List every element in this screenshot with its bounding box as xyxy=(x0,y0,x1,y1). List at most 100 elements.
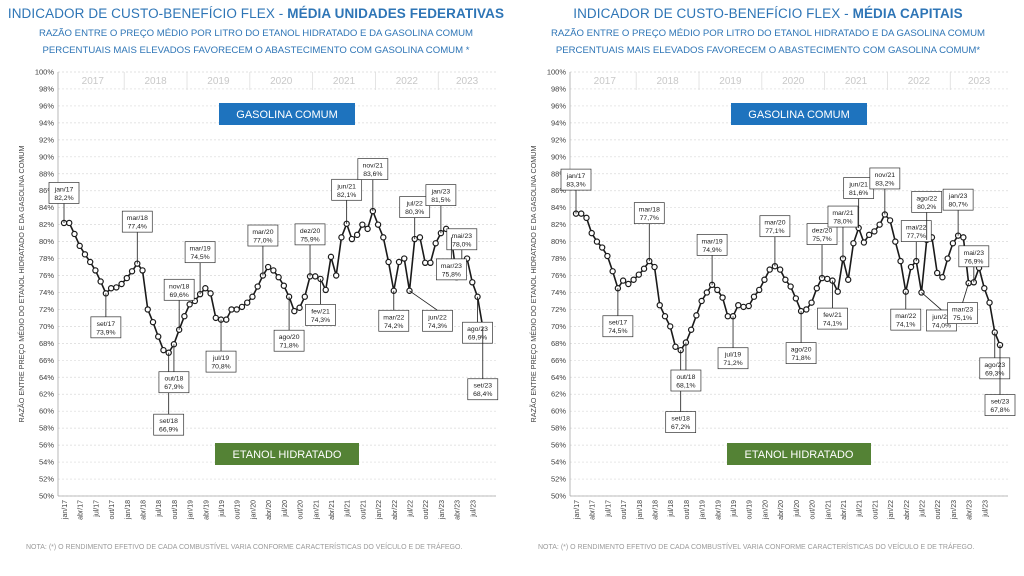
callout-date: out/18 xyxy=(164,376,183,383)
x-tick-label: out/18 xyxy=(684,500,691,520)
callout-box xyxy=(696,233,728,256)
y-tick-label: 74% xyxy=(551,288,566,297)
data-point xyxy=(735,301,742,309)
y-tick-label: 52% xyxy=(551,475,566,484)
x-tick-label: out/22 xyxy=(423,500,430,520)
x-tick-label: jan/17 xyxy=(574,500,581,520)
data-point xyxy=(625,280,632,288)
callout-value: 69,3% xyxy=(985,370,1004,377)
data-point xyxy=(401,255,408,262)
x-tick-label: out/17 xyxy=(109,500,116,520)
etanol-label: ETANOL HIDRATADO xyxy=(233,449,342,461)
data-point xyxy=(787,283,794,290)
data-point xyxy=(939,274,946,281)
y-tick-label: 78% xyxy=(551,254,566,263)
data-point xyxy=(380,234,387,241)
y-axis-title: RAZÃO ENTRE PREÇO MÉDIO DO ETANOL HIDRAT… xyxy=(17,146,26,423)
callout-leader xyxy=(409,290,438,311)
x-tick-label: abr/23 xyxy=(967,500,974,520)
y-tick-label: 94% xyxy=(551,118,566,127)
callout-value: 69,6% xyxy=(170,292,189,299)
x-tick-label: out/22 xyxy=(935,500,942,520)
callout-date: jul/19 xyxy=(724,352,741,359)
y-tick-label: 84% xyxy=(551,203,566,212)
y-tick-label: 68% xyxy=(39,339,54,348)
data-point xyxy=(118,280,125,288)
y-tick-label: 80% xyxy=(551,237,566,246)
callout-value: 67,8% xyxy=(990,407,1009,414)
year-label: 2020 xyxy=(782,76,805,87)
y-tick-label: 60% xyxy=(39,407,54,416)
callout-value: 77,0% xyxy=(253,238,272,245)
x-tick-label: jul/18 xyxy=(668,500,675,518)
data-point xyxy=(635,271,643,278)
callout-box xyxy=(869,167,901,190)
data-point xyxy=(275,274,282,281)
callout-date: mar/23 xyxy=(441,263,462,270)
data-point xyxy=(144,306,151,313)
callout-date: ago/23 xyxy=(984,362,1005,369)
data-point xyxy=(374,221,382,228)
callout-date: mai/23 xyxy=(452,233,473,240)
callout-date: mar/20 xyxy=(764,220,785,227)
data-point xyxy=(761,276,768,283)
year-label: 2023 xyxy=(968,76,991,87)
y-tick-label: 84% xyxy=(39,203,54,212)
data-point xyxy=(338,234,345,241)
callout-box xyxy=(759,215,791,238)
callout-box xyxy=(153,413,185,436)
callout-box xyxy=(785,342,817,364)
data-point xyxy=(249,293,256,300)
data-point xyxy=(604,252,611,260)
x-tick-label: jul/21 xyxy=(857,500,864,518)
y-tick-label: 50% xyxy=(551,492,566,501)
year-label: 2022 xyxy=(396,76,419,87)
callout-value: 81,5% xyxy=(431,197,450,204)
callout-date: dez/20 xyxy=(812,228,833,235)
callout-date: set/23 xyxy=(474,383,493,390)
callout-date: mar/22 xyxy=(383,314,404,321)
data-point xyxy=(181,313,188,320)
data-point xyxy=(71,230,78,238)
panel-ufs: INDICADOR DE CUSTO-BENEFÍCIO FLEX - MÉDI… xyxy=(8,6,504,551)
callout-value: 75,1% xyxy=(953,315,972,322)
data-point xyxy=(933,269,941,277)
chart-subtitle: RAZÃO ENTRE O PREÇO MÉDIO POR LITRO DO E… xyxy=(38,28,474,39)
line-chart: 2017 2018 2019 2020 2021 2022 2023 50% 52% 54% 56%… xyxy=(529,68,1016,520)
y-tick-label: 82% xyxy=(39,220,54,229)
callout-value: 83,3% xyxy=(566,182,585,189)
x-tick-label: abr/20 xyxy=(778,500,785,520)
chart-subtitle-2: PERCENTUAIS MAIS ELEVADOS FAVORECEM O AB… xyxy=(42,45,470,56)
callout-leader xyxy=(921,292,942,311)
data-point xyxy=(113,284,120,291)
y-tick-label: 86% xyxy=(551,186,566,195)
x-tick-label: out/20 xyxy=(810,500,817,520)
data-point xyxy=(107,285,115,292)
callout-date: ago/20 xyxy=(279,334,300,341)
data-point xyxy=(578,210,585,217)
data-point xyxy=(76,242,83,250)
callout-value: 80,2% xyxy=(917,204,936,211)
data-point xyxy=(640,265,648,272)
callout-box xyxy=(670,369,702,392)
data-point xyxy=(745,302,752,310)
data-point xyxy=(944,255,951,262)
data-point xyxy=(92,267,99,274)
data-point xyxy=(588,229,595,237)
data-point xyxy=(348,235,356,243)
x-tick-label: abr/22 xyxy=(904,500,911,520)
year-label: 2017 xyxy=(82,76,105,87)
callout-date: jan/17 xyxy=(54,186,74,193)
callout-date: mar/21 xyxy=(832,210,853,217)
y-axis-title: RAZÃO ENTRE PREÇO MÉDIO DO ETANOL HIDRAT… xyxy=(529,146,538,423)
chart-subtitle-2: PERCENTUAIS MAIS ELEVADOS FAVORECEM O AB… xyxy=(555,45,981,56)
callout-box xyxy=(247,224,279,247)
data-point xyxy=(661,313,669,320)
y-tick-label: 60% xyxy=(551,407,566,416)
callout-value: 67,2% xyxy=(671,424,690,431)
callout-box xyxy=(665,411,697,433)
data-point xyxy=(750,293,758,300)
x-tick-label: jan/20 xyxy=(250,500,257,520)
etanol-label: ETANOL HIDRATADO xyxy=(745,449,854,461)
data-point xyxy=(432,240,439,247)
